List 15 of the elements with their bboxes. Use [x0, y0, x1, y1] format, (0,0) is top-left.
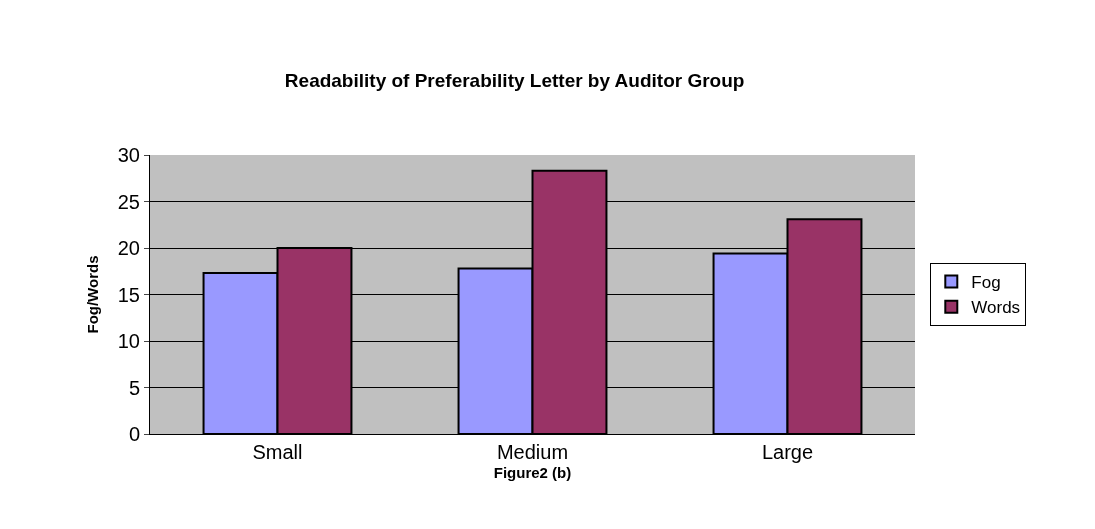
x-axis-title: Figure2 (b)	[493, 464, 572, 481]
x-tick-label: Medium	[496, 441, 569, 463]
y-tick-label: 15	[117, 283, 140, 306]
x-tick-label: Small	[252, 441, 303, 463]
chart-title: Readability of Preferability Letter by Auditor Group	[284, 70, 745, 92]
y-tick-label: 0	[128, 423, 140, 445]
y-tick-label: 5	[128, 376, 140, 399]
y-tick-label: 10	[117, 330, 140, 352]
y-tick-label: 25	[117, 190, 140, 213]
legend-label: Fog	[971, 273, 1001, 293]
y-tick-label: 20	[117, 237, 140, 259]
legend-label: Words	[971, 298, 1021, 318]
x-tick-label: Large	[761, 441, 814, 463]
y-tick-label: 30	[117, 144, 140, 166]
y-axis-title: Fog/Words	[84, 255, 101, 334]
